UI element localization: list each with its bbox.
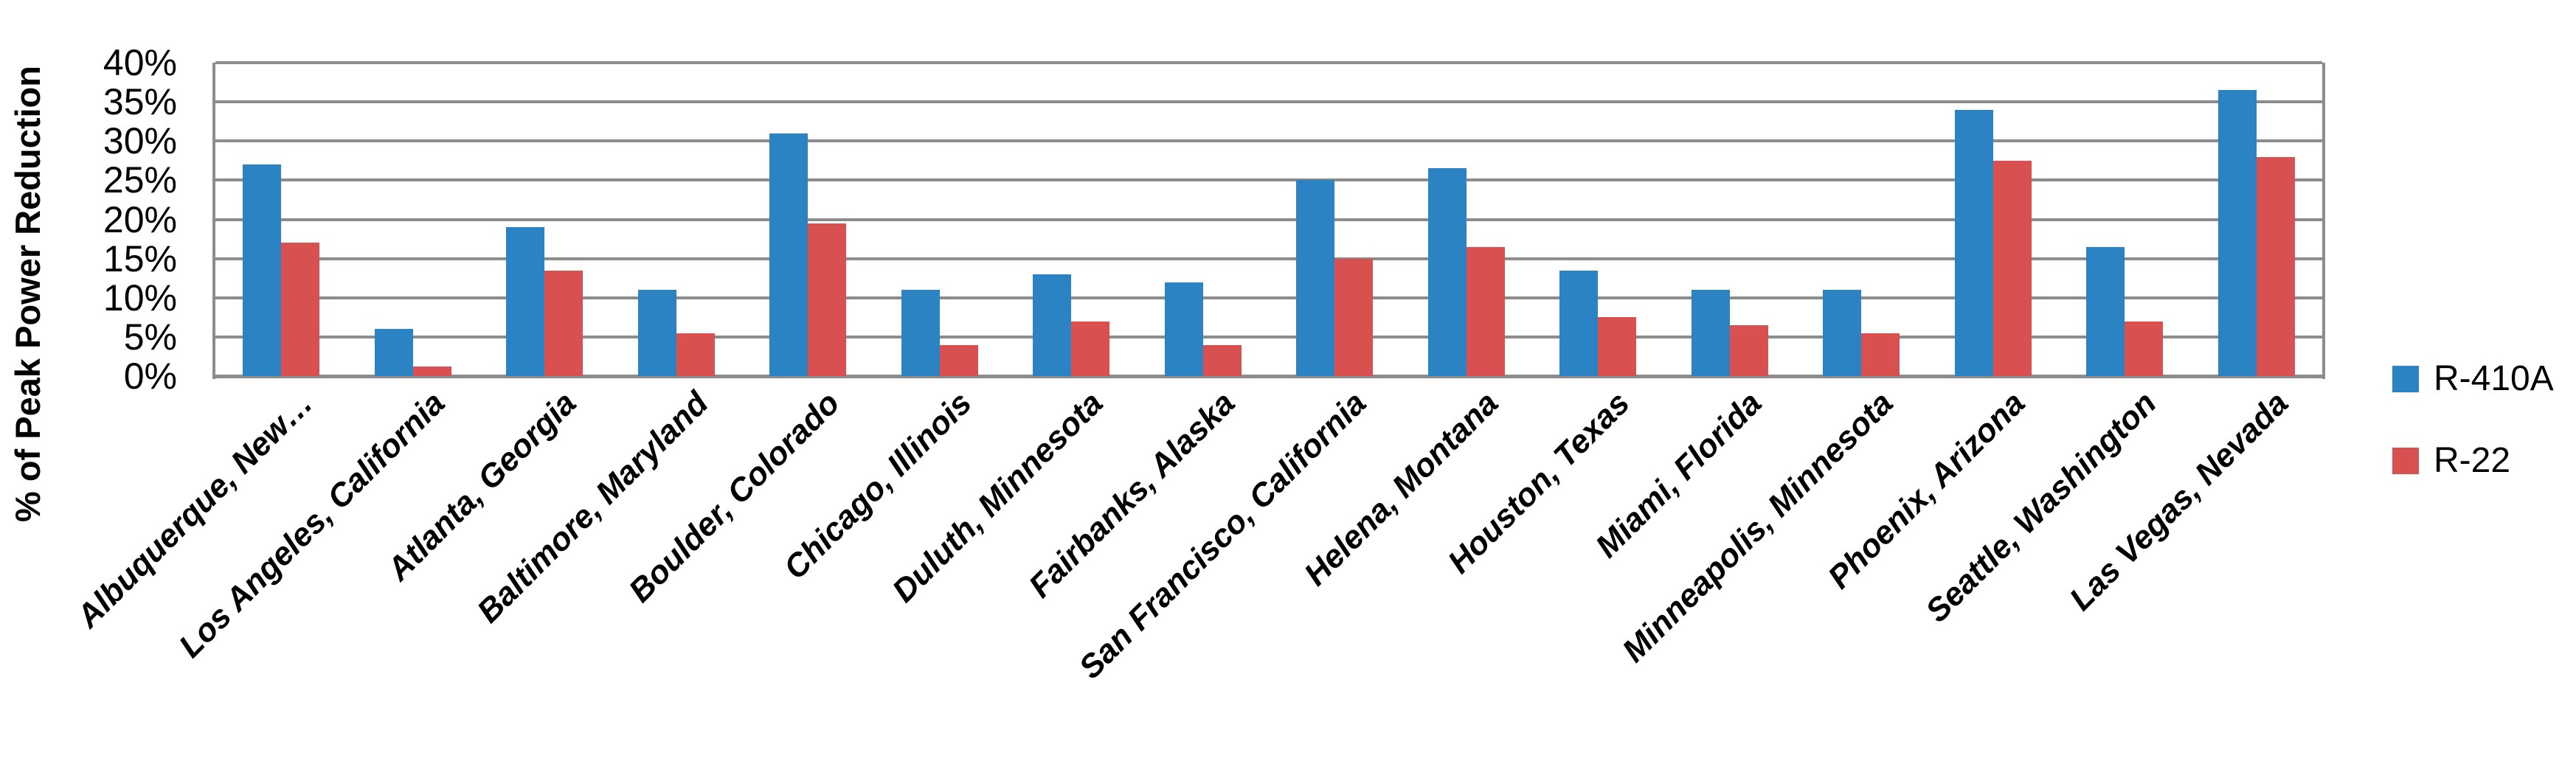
bar-R-22-14	[2125, 321, 2164, 376]
bar-R-410A-9	[1427, 168, 1467, 376]
gridline	[215, 61, 2322, 64]
bar-R-410A-7	[1164, 282, 1203, 376]
bar-R-410A-6	[1033, 274, 1072, 376]
plot-right-border	[2322, 63, 2325, 379]
gridline	[215, 139, 2322, 143]
legend-item-r22: R-22	[2392, 443, 2510, 479]
gridline	[215, 100, 2322, 104]
bar-R-410A-15	[2217, 90, 2257, 376]
legend-swatch-r22-icon	[2392, 448, 2419, 474]
y-tick-label: 25%	[103, 159, 177, 201]
bar-R-410A-0	[243, 164, 282, 376]
bar-R-22-1	[412, 367, 451, 376]
bar-R-410A-10	[1559, 270, 1599, 376]
bar-R-22-10	[1598, 317, 1637, 376]
bar-R-410A-13	[1954, 109, 1993, 376]
x-axis-label: Baltimore, Maryland	[470, 384, 716, 630]
bar-R-22-13	[1992, 160, 2032, 376]
bar-R-22-8	[1334, 258, 1374, 376]
gridline	[215, 335, 2322, 338]
bar-R-22-3	[676, 333, 715, 376]
gridline	[215, 178, 2322, 182]
bar-R-22-11	[1729, 324, 1768, 376]
bar-R-22-15	[2256, 156, 2295, 376]
y-tick-label: 0%	[123, 355, 177, 397]
bar-R-22-9	[1466, 246, 1505, 376]
legend-label-r22: R-22	[2434, 441, 2511, 480]
bar-R-22-5	[939, 344, 978, 376]
x-axis-line	[215, 375, 2322, 378]
y-tick-label: 40%	[103, 42, 177, 83]
x-axis-label: Minneapolis, Minnesota	[1616, 384, 1900, 670]
legend-item-r410a: R-410A	[2392, 361, 2554, 397]
y-axis-line	[212, 63, 215, 379]
y-tick-label: 30%	[103, 120, 177, 162]
y-tick-label: 5%	[123, 316, 177, 358]
bar-R-410A-5	[901, 290, 940, 376]
bar-R-410A-11	[1691, 290, 1730, 376]
y-tick-label: 15%	[103, 237, 177, 279]
legend-swatch-r410a-icon	[2392, 366, 2419, 392]
gridline	[215, 218, 2322, 221]
x-axis-label: Los Angeles, California	[172, 384, 452, 665]
x-axis-label: Las Vegas, Nevada	[2062, 384, 2296, 618]
bar-R-22-4	[808, 223, 847, 376]
bar-R-22-7	[1202, 344, 1242, 376]
bar-R-410A-8	[1296, 180, 1335, 376]
gridline	[215, 296, 2322, 299]
bar-R-410A-3	[637, 290, 676, 376]
y-tick-label: 35%	[103, 81, 177, 123]
bar-R-22-2	[544, 270, 584, 376]
bar-R-410A-2	[506, 227, 545, 376]
bar-R-22-12	[1861, 333, 1900, 376]
gridline	[215, 257, 2322, 260]
x-axis-label: Seattle, Washington	[1919, 384, 2164, 630]
bar-R-410A-4	[769, 133, 809, 376]
legend-label-r410a: R-410A	[2434, 359, 2554, 398]
bar-R-410A-14	[2086, 246, 2125, 376]
y-tick-label: 10%	[103, 277, 177, 319]
bar-R-22-6	[1071, 321, 1110, 376]
bar-R-410A-1	[374, 329, 413, 376]
bar-R-22-0	[281, 243, 320, 376]
bar-R-410A-12	[1823, 290, 1862, 376]
x-axis-label: Albuquerque, New…	[69, 384, 320, 635]
y-tick-label: 20%	[103, 198, 177, 240]
